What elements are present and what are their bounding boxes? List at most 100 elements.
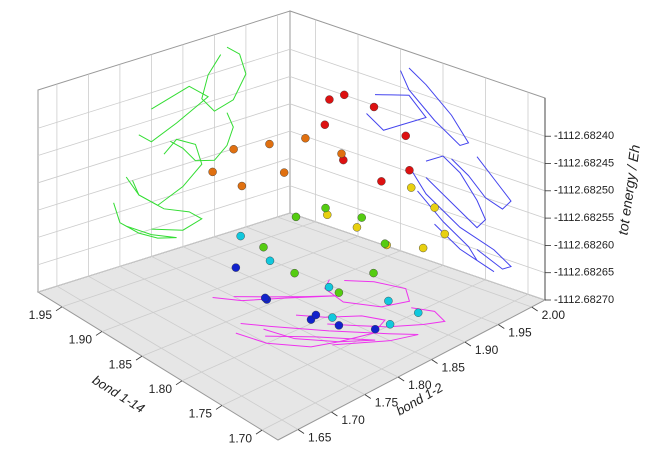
grid-line [37,76,291,156]
point [430,203,439,212]
point [279,168,289,177]
right-wall-projection [408,165,512,270]
y-axis-label: bond 1-14 [90,372,148,416]
grid-line [37,212,291,293]
point [229,145,238,154]
tick-mark [255,429,263,435]
grid-line [37,130,291,211]
point [328,313,337,322]
grid-line [277,216,532,308]
grid-line [37,48,291,129]
tick-mark [297,429,305,434]
right-wall-projection [451,156,512,210]
x-tick-label: 1.95 [508,326,532,340]
grid-line [289,103,546,192]
z-tick-label: -1112.68265 [554,267,614,279]
grid-line [88,275,332,413]
grid-line [221,279,486,406]
z-tick-label: -1112.68270 [554,294,614,306]
point [208,167,217,177]
point [369,102,379,112]
point [334,288,344,297]
z-axis-label: tot energy / Eh [614,143,643,236]
left-wall-projection [125,176,203,231]
point [418,243,428,253]
grid-line [141,250,401,357]
x-tick-label: 1.65 [308,431,332,445]
z-tick-label: -1112.68245 [554,157,614,169]
y-tick-label: 1.85 [109,357,133,371]
tick-mark [397,376,405,382]
point [371,324,380,334]
y-tick-label: 1.95 [29,308,53,322]
tick-mark [364,394,371,399]
point [377,177,386,186]
point [357,213,366,222]
right-wall-projection [417,190,495,273]
y-tick-label: 1.75 [189,407,213,421]
z-tick-label: -1112.68260 [554,239,614,251]
z-tick-label: -1112.68240 [554,130,614,142]
tick-mark [531,306,538,312]
grid-line [119,265,365,395]
point [414,308,423,317]
grid-line [261,293,529,431]
grid-line [289,158,546,246]
point [236,231,245,241]
grid-line [151,256,399,378]
point [320,120,330,129]
point [385,320,395,329]
z-tick-label: -1112.68255 [554,212,614,224]
right-wall-projection [425,155,487,229]
grid-line [37,185,291,266]
grid-line [56,285,299,430]
left-wall-projection [138,85,209,143]
grid-line [61,221,316,308]
point [407,183,416,192]
tick-mark [498,324,505,329]
tick-mark [175,380,183,386]
grid-line [289,48,546,137]
point [401,131,410,141]
tick-mark [464,341,472,347]
point [231,263,241,272]
point [324,282,334,292]
grid-line [37,158,291,238]
y-tick-label: 1.70 [229,431,253,445]
grid-line [37,103,291,184]
x-tick-label: 1.80 [408,378,432,392]
point [340,90,349,100]
right-wall-projection [366,94,427,131]
x-tick-label: 1.90 [475,343,499,357]
point [405,166,414,175]
point [265,139,274,149]
floor-projection [235,332,376,348]
tick-mark [135,355,143,361]
point [337,149,346,158]
floor-projection [327,307,446,328]
point [369,268,378,278]
point [301,134,310,143]
tick-mark [215,405,223,410]
point [259,243,268,252]
left-wall-projection [201,46,247,112]
point [352,223,362,232]
x-tick-label: 1.75 [375,396,399,410]
right-wall-projection [400,67,470,146]
grid-line [289,212,546,301]
point [321,203,330,213]
point [334,321,344,330]
x-tick-label: 1.70 [341,413,365,427]
x-tick-label: 1.85 [442,361,466,375]
left-wall-projection [113,202,177,239]
point [265,256,275,266]
floor-projection [240,322,419,346]
point [290,268,299,278]
point [291,212,301,222]
y-tick-label: 1.80 [149,382,173,396]
grid-line [101,235,359,332]
y-tick-label: 1.90 [69,333,93,347]
point [384,296,393,306]
point [237,181,247,191]
